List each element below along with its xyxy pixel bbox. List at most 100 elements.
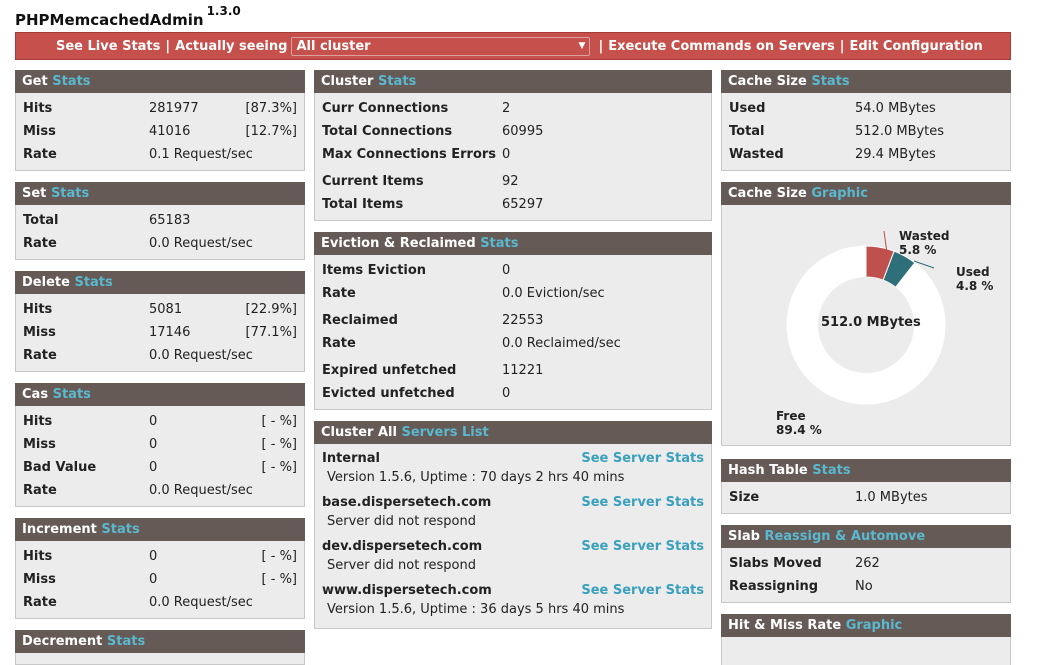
stat-label: Miss — [23, 437, 56, 452]
reassign-automove-link[interactable]: Reassign & Automove — [764, 529, 926, 544]
stat-label: Expired unfetched — [322, 363, 457, 378]
stat-value: 0.0 Request/sec — [149, 595, 253, 610]
stat-label: Reassigning — [729, 579, 819, 594]
see-live-stats-link[interactable]: See Live Stats — [56, 38, 161, 54]
stats-link[interactable]: Stats — [812, 463, 851, 478]
see-server-stats-link[interactable]: See Server Stats — [581, 451, 704, 466]
panel-title: Hit & Miss Rate — [728, 618, 842, 633]
panel-header: Delete Stats — [15, 271, 305, 294]
stat-value: 0 — [149, 414, 158, 429]
see-server-stats-link[interactable]: See Server Stats — [581, 583, 704, 598]
panel-header: Cache Size Graphic — [721, 182, 1011, 205]
stat-value: 29.4 MBytes — [855, 147, 936, 162]
stats-link[interactable]: Stats — [74, 275, 113, 290]
panel-header: Get Stats — [15, 70, 305, 93]
server-entry: Internal See Server Stats Version 1.5.6, … — [322, 448, 704, 492]
stats-link[interactable]: Stats — [106, 634, 146, 649]
stat-percent: [ - %] — [261, 549, 297, 564]
stat-value: 262 — [855, 556, 880, 571]
panel-header: Eviction & Reclaimed Stats — [314, 232, 712, 255]
server-name: base.dispersetech.com — [322, 495, 492, 510]
app-name: PHPMemcachedAdmin — [15, 11, 204, 29]
cache-size-donut-chart — [786, 230, 946, 405]
panel-header: Cache Size Stats — [721, 70, 1011, 93]
wasted-leader-line — [883, 230, 888, 254]
stat-label: Rate — [322, 336, 356, 351]
stat-value: 54.0 MBytes — [855, 101, 936, 116]
panel-header: Decrement Stats — [15, 630, 305, 653]
decrement-stats-panel: Decrement Stats — [15, 630, 305, 665]
stats-link[interactable]: Stats — [52, 74, 91, 89]
panel-header: Set Stats — [15, 182, 305, 205]
free-slice-label: Free 89.4 % — [776, 409, 822, 437]
panel-title: Decrement — [22, 634, 103, 649]
server-name: dev.dispersetech.com — [322, 539, 483, 554]
stat-label: Rate — [23, 348, 57, 363]
stat-label: Used — [729, 101, 766, 116]
stats-link[interactable]: Stats — [480, 236, 519, 251]
server-info: Version 1.5.6, Uptime : 36 days 5 hrs 40… — [327, 602, 625, 617]
server-entry: base.dispersetech.com See Server Stats Se… — [322, 492, 704, 536]
stat-label: Hits — [23, 101, 53, 116]
stats-link[interactable]: Stats — [50, 186, 90, 201]
stats-link[interactable]: Stats — [811, 74, 850, 89]
stat-value: 5081 — [149, 302, 183, 317]
stat-percent: [22.9%] — [245, 302, 297, 317]
graphic-link[interactable]: Graphic — [845, 618, 903, 633]
menu-separator: | — [598, 38, 604, 54]
panel-title: Cluster All — [321, 425, 397, 440]
stat-value: 0.1 Request/sec — [149, 147, 253, 162]
stat-label: Rate — [23, 236, 57, 251]
wasted-slice-percent: 5.8 % — [899, 243, 937, 257]
wasted-slice-label: Wasted 5.8 % — [899, 229, 950, 257]
stat-value: 512.0 MBytes — [855, 124, 945, 139]
stat-label: Size — [729, 490, 760, 505]
server-info: Server did not respond — [327, 558, 476, 573]
stat-percent: [ - %] — [261, 414, 297, 429]
donut-center-label: 512.0 MBytes — [821, 315, 921, 330]
stat-label: Total — [23, 213, 59, 228]
panel-title: Eviction & Reclaimed — [321, 236, 476, 251]
actually-seeing-label: Actually seeing — [175, 38, 288, 54]
delete-stats-panel: Delete Stats Hits 5081 [22.9%] Miss 17146 [7… — [15, 271, 305, 372]
stat-value: 0.0 Request/sec — [149, 483, 253, 498]
panel-title: Slab — [728, 529, 760, 544]
stat-value: 281977 — [149, 101, 199, 116]
edit-configuration-link[interactable]: Edit Configuration — [849, 38, 983, 54]
stat-label: Slabs Moved — [729, 556, 822, 571]
servers-list-link[interactable]: Servers List — [401, 425, 489, 440]
stat-percent: [ - %] — [261, 437, 297, 452]
stat-value: 1.0 MBytes — [855, 490, 928, 505]
stat-value: 0.0 Request/sec — [149, 236, 253, 251]
execute-commands-link[interactable]: Execute Commands on Servers — [608, 38, 835, 54]
cache-size-graphic-panel: Cache Size Graphic 512.0 MBytes Wasted 5.… — [721, 182, 1011, 446]
graphic-link[interactable]: Graphic — [811, 186, 868, 201]
panel-title: Cache Size — [728, 186, 807, 201]
top-menu-bar: See Live Stats | Actually seeing All clu… — [15, 32, 1011, 60]
cas-stats-panel: Cas Stats Hits 0 [ - %] Miss 0 [ - %] Bad Va… — [15, 383, 305, 507]
see-server-stats-link[interactable]: See Server Stats — [581, 539, 704, 554]
stats-link[interactable]: Stats — [52, 387, 91, 402]
free-slice-name: Free — [776, 409, 806, 423]
stat-label: Max Connections Errors — [322, 147, 497, 162]
stat-value: 0.0 Reclaimed/sec — [502, 336, 621, 351]
hit-miss-rate-panel: Hit & Miss Rate Graphic — [721, 614, 1011, 665]
increment-stats-panel: Increment Stats Hits 0[ - %] Miss 0[ - %] … — [15, 518, 305, 619]
stat-value: 22553 — [502, 313, 544, 328]
stat-percent: [ - %] — [261, 572, 297, 587]
stat-label: Hits — [23, 414, 53, 429]
stats-link[interactable]: Stats — [101, 522, 140, 537]
panel-title: Get — [22, 74, 48, 89]
cluster-select[interactable]: All cluster ▼ — [291, 36, 591, 56]
stat-value: 60995 — [502, 124, 544, 139]
stats-link[interactable]: Stats — [377, 74, 417, 89]
panel-header: Hash Table Stats — [721, 459, 1011, 482]
stat-label: Rate — [322, 286, 356, 301]
chevron-down-icon: ▼ — [578, 41, 586, 51]
stat-value: 11221 — [502, 363, 544, 378]
see-server-stats-link[interactable]: See Server Stats — [581, 495, 704, 510]
panel-header: Cluster All Servers List — [314, 421, 712, 444]
stat-label: Curr Connections — [322, 101, 449, 116]
panel-title: Cluster — [321, 74, 374, 89]
stat-value: 0 — [502, 147, 511, 162]
